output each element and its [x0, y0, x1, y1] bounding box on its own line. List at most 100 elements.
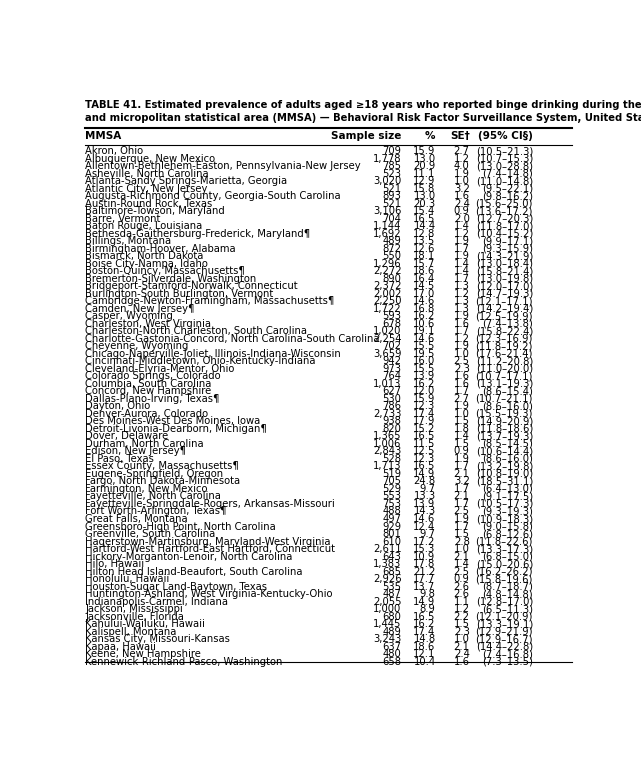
- Text: 2.6: 2.6: [454, 581, 470, 591]
- Text: 1.6: 1.6: [454, 379, 470, 389]
- Text: Cheyenne, Wyoming: Cheyenne, Wyoming: [85, 341, 188, 351]
- Text: 18.6: 18.6: [413, 266, 436, 276]
- Text: 658: 658: [383, 657, 401, 667]
- Text: Sample size: Sample size: [331, 131, 401, 141]
- Text: 1.5: 1.5: [454, 416, 470, 427]
- Text: 1,713: 1,713: [373, 462, 401, 472]
- Text: 14.9: 14.9: [413, 469, 436, 479]
- Text: Cleveland-Elyria-Mentor, Ohio: Cleveland-Elyria-Mentor, Ohio: [85, 363, 235, 374]
- Text: 13.9: 13.9: [413, 499, 436, 509]
- Text: 872: 872: [383, 244, 401, 254]
- Text: (12.5–19.9): (12.5–19.9): [476, 311, 533, 322]
- Text: 893: 893: [383, 191, 401, 201]
- Text: (15.5–19.3): (15.5–19.3): [476, 409, 533, 419]
- Text: Jackson, Mississippi: Jackson, Mississippi: [85, 604, 183, 614]
- Text: 15.9: 15.9: [413, 146, 436, 156]
- Text: 8.9: 8.9: [420, 604, 436, 614]
- Text: 2,843: 2,843: [373, 447, 401, 456]
- Text: (6.8–15.0): (6.8–15.0): [482, 552, 533, 562]
- Text: 16.4: 16.4: [413, 274, 436, 283]
- Text: 480: 480: [383, 649, 401, 659]
- Text: Fort Worth-Arlington, Texas¶: Fort Worth-Arlington, Texas¶: [85, 507, 226, 517]
- Text: 1.9: 1.9: [454, 402, 470, 411]
- Text: Bismarck, North Dakota: Bismarck, North Dakota: [85, 251, 203, 261]
- Text: Augusta-Richmond County, Georgia-South Carolina: Augusta-Richmond County, Georgia-South C…: [85, 191, 341, 201]
- Text: Charleston, West Virginia: Charleston, West Virginia: [85, 319, 211, 328]
- Text: 550: 550: [383, 251, 401, 261]
- Text: (10.9–18.3): (10.9–18.3): [476, 514, 533, 524]
- Text: Fayetteville, North Carolina: Fayetteville, North Carolina: [85, 491, 221, 501]
- Text: 15.3: 15.3: [413, 544, 436, 554]
- Text: 1.5: 1.5: [454, 620, 470, 629]
- Text: 2,254: 2,254: [373, 334, 401, 344]
- Text: (8.5–14.5): (8.5–14.5): [482, 439, 533, 449]
- Text: Albuquerque, New Mexico: Albuquerque, New Mexico: [85, 153, 215, 164]
- Text: 685: 685: [383, 567, 401, 577]
- Text: 1.7: 1.7: [454, 274, 470, 283]
- Text: 15.8: 15.8: [413, 184, 436, 194]
- Text: 1,365: 1,365: [373, 431, 401, 441]
- Text: (12.9–16.7): (12.9–16.7): [476, 634, 533, 644]
- Text: 2,055: 2,055: [373, 597, 401, 607]
- Text: 627: 627: [383, 386, 401, 396]
- Text: SE†: SE†: [450, 131, 470, 141]
- Text: 16.0: 16.0: [413, 357, 436, 367]
- Text: Greenville, South Carolina: Greenville, South Carolina: [85, 529, 215, 539]
- Text: Jacksonville, Florida: Jacksonville, Florida: [85, 612, 184, 622]
- Text: 1.9: 1.9: [454, 341, 470, 351]
- Text: (11.8–17.0): (11.8–17.0): [476, 221, 533, 231]
- Text: 1.3: 1.3: [454, 281, 470, 291]
- Text: 1,006: 1,006: [373, 439, 401, 449]
- Text: 1.4: 1.4: [454, 258, 470, 269]
- Text: (15.8–22.4): (15.8–22.4): [476, 326, 533, 336]
- Text: (13.0–28.8): (13.0–28.8): [476, 161, 533, 171]
- Text: Austin-Round Rock, Texas: Austin-Round Rock, Texas: [85, 199, 212, 209]
- Text: (13.0–19.8): (13.0–19.8): [476, 274, 533, 283]
- Text: Columbia, South Carolina: Columbia, South Carolina: [85, 379, 212, 389]
- Text: 1.6: 1.6: [454, 319, 470, 328]
- Text: 12.3: 12.3: [413, 454, 436, 464]
- Text: 15.5: 15.5: [413, 363, 436, 374]
- Text: (12.0–17.0): (12.0–17.0): [476, 281, 533, 291]
- Text: (10.7–17.1): (10.7–17.1): [476, 371, 533, 381]
- Text: 13.5: 13.5: [413, 236, 436, 246]
- Text: 2.1: 2.1: [454, 469, 470, 479]
- Text: 2.5: 2.5: [454, 507, 470, 517]
- Text: 20.3: 20.3: [413, 199, 436, 209]
- Text: Hagerstown-Martinsburg, Maryland-West Virginia: Hagerstown-Martinsburg, Maryland-West Vi…: [85, 536, 331, 546]
- Text: 17.0: 17.0: [413, 289, 436, 299]
- Text: Asheville, North Carolina: Asheville, North Carolina: [85, 168, 209, 178]
- Text: (13.2–19.8): (13.2–19.8): [476, 462, 533, 472]
- Text: (11.8–19.2): (11.8–19.2): [476, 341, 533, 351]
- Text: (18.5–31.1): (18.5–31.1): [476, 476, 533, 486]
- Text: 1.4: 1.4: [454, 266, 470, 276]
- Text: 12.5: 12.5: [413, 447, 436, 456]
- Text: 13.0: 13.0: [413, 153, 436, 164]
- Text: 2.3: 2.3: [454, 363, 470, 374]
- Text: 13.3: 13.3: [413, 491, 436, 501]
- Text: 3,659: 3,659: [373, 349, 401, 359]
- Text: 1.9: 1.9: [454, 236, 470, 246]
- Text: 2,002: 2,002: [373, 289, 401, 299]
- Text: (12.8–17.0): (12.8–17.0): [476, 597, 533, 607]
- Text: 12.0: 12.0: [413, 386, 436, 396]
- Text: Fayetteville-Springdale-Rogers, Arkansas-Missouri: Fayetteville-Springdale-Rogers, Arkansas…: [85, 499, 335, 509]
- Text: (10.7–21.1): (10.7–21.1): [476, 394, 533, 404]
- Text: 2.5: 2.5: [454, 567, 470, 577]
- Text: 3,020: 3,020: [373, 176, 401, 186]
- Text: Kapaa, Hawaii: Kapaa, Hawaii: [85, 642, 156, 652]
- Text: (9.9–17.1): (9.9–17.1): [482, 236, 533, 246]
- Text: (15.8–19.6): (15.8–19.6): [476, 574, 533, 584]
- Text: 1.6: 1.6: [454, 191, 470, 201]
- Text: 9.8: 9.8: [420, 589, 436, 599]
- Text: 890: 890: [383, 274, 401, 283]
- Text: 2,372: 2,372: [373, 281, 401, 291]
- Text: Akron, Ohio: Akron, Ohio: [85, 146, 143, 156]
- Text: 1.7: 1.7: [454, 521, 470, 532]
- Text: 497: 497: [383, 514, 401, 524]
- Text: 1.9: 1.9: [454, 251, 470, 261]
- Text: 530: 530: [383, 394, 401, 404]
- Text: 14.6: 14.6: [413, 296, 436, 306]
- Text: 553: 553: [383, 491, 401, 501]
- Text: 10.6: 10.6: [413, 319, 436, 328]
